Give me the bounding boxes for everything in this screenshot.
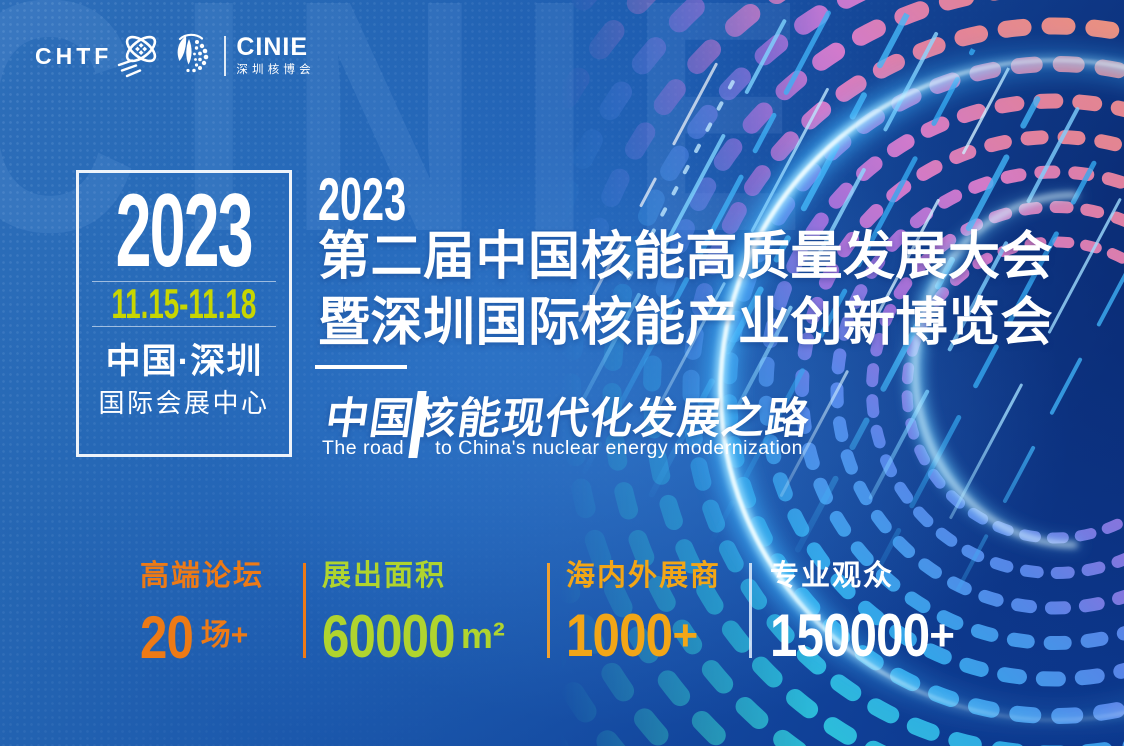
subtitle-en: The road to China's nuclear energy moder…: [322, 437, 803, 460]
brand-bar: CHTF: [35, 30, 315, 82]
chtf-atom-icon: [116, 29, 164, 84]
date-box-year: 2023: [116, 173, 254, 289]
date-box-range: 11.15-11.18: [111, 280, 257, 327]
stat-exhibitors-label: 海内外展商: [566, 560, 722, 592]
date-box: 2023 11.15-11.18 中国·深圳 国际会展中心: [76, 170, 292, 457]
title-line-1: 第二届中国核能高质量发展大会: [318, 228, 1054, 286]
stat-forums-number: 20: [140, 604, 194, 671]
stat-visitors: 专业观众 150000 +: [770, 560, 955, 669]
stat-exhibition-area-label: 展出面积: [322, 560, 447, 592]
stat-exhibition-area-unit: m²: [460, 615, 505, 656]
stat-visitors-number: 150000: [770, 602, 930, 669]
date-box-divider-top: [92, 281, 276, 282]
date-box-divider-bottom: [92, 326, 276, 327]
stat-visitors-plus: +: [929, 611, 955, 660]
stat-visitors-label: 专业观众: [770, 560, 895, 592]
title-line-2: 暨深圳国际核能产业创新博览会: [318, 294, 1054, 352]
stat-divider-3: [749, 563, 752, 658]
stats-row: 高端论坛 20 场+ 展出面积 60000 m² 海内外展商 1000 + 专业…: [140, 560, 955, 671]
stat-exhibitors-value: 1000 +: [566, 602, 749, 669]
stat-forums: 高端论坛 20 场+: [140, 560, 303, 671]
subtitle-en-gap: [404, 437, 435, 460]
cinie-logo-subtext: 深圳核博会: [236, 64, 315, 76]
subtitle-dash: [315, 365, 407, 369]
date-box-venue: 国际会展中心: [98, 388, 270, 418]
stat-exhibition-area-number: 60000: [322, 603, 456, 670]
stat-exhibitors-number: 1000: [566, 602, 673, 669]
logo-divider: [224, 36, 227, 76]
cinie-logo-block: CINIE 深圳核博会: [236, 35, 315, 77]
stat-forums-label: 高端论坛: [140, 560, 265, 592]
stat-exhibitors: 海内外展商 1000 +: [566, 560, 749, 669]
cinie-globe-icon: [168, 32, 212, 81]
stat-forums-suffix: 场+: [200, 619, 249, 652]
chtf-logo-text: CHTF: [35, 43, 113, 69]
stat-exhibition-area-value: 60000 m²: [322, 603, 547, 670]
stat-divider-2: [547, 563, 550, 658]
stat-visitors-value: 150000 +: [770, 602, 955, 669]
subtitle-en-part1: The road: [322, 437, 405, 459]
title-block: 2023 第二届中国核能高质量发展大会 暨深圳国际核能产业创新博览会: [318, 166, 1054, 356]
stat-exhibition-area: 展出面积 60000 m²: [322, 560, 547, 670]
stat-forums-value: 20 场+: [140, 604, 303, 671]
cinie-logo-text: CINIE: [236, 33, 309, 61]
date-box-city: 中国·深圳: [105, 342, 263, 381]
title-year: 2023: [318, 166, 407, 233]
subtitle-en-part2: to China's nuclear energy modernization: [435, 437, 803, 459]
stat-exhibitors-plus: +: [672, 611, 699, 660]
stat-divider-1: [303, 563, 306, 658]
